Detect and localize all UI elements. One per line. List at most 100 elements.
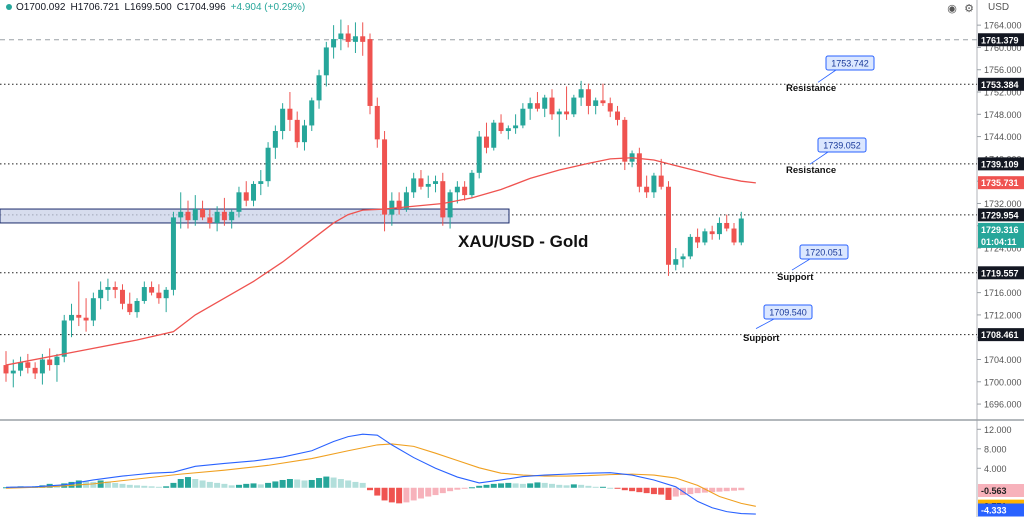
candle-body [265, 147, 271, 182]
macd-histogram-bar [519, 483, 526, 488]
level-annotation: Support [777, 272, 814, 283]
macd-histogram-bar [75, 480, 82, 488]
macd-histogram-bar [403, 487, 410, 503]
candle-body [636, 153, 642, 187]
candle [170, 211, 176, 296]
candle-body [374, 105, 380, 140]
candle [615, 105, 621, 126]
candle-body [724, 222, 730, 229]
high-value: H1706.721 [70, 2, 120, 13]
macd-histogram-bar [578, 484, 585, 488]
candle [338, 19, 344, 51]
macd-histogram-bar [359, 482, 366, 488]
candle-body [440, 181, 446, 218]
candle [185, 200, 191, 229]
candle-body [119, 289, 125, 304]
callout-pointer [791, 258, 811, 271]
macd-histogram-bar [214, 482, 221, 488]
macd-histogram-bar [672, 487, 679, 497]
candle [54, 353, 60, 382]
candle-body [411, 178, 417, 193]
candle [156, 284, 162, 304]
candle-body [622, 119, 628, 162]
candle-body [345, 33, 351, 42]
candle [644, 175, 650, 198]
macd-histogram-bar [272, 481, 279, 488]
candle [498, 114, 504, 134]
callout-pointer [809, 151, 829, 165]
candle-body [571, 97, 577, 115]
candle-body [556, 111, 562, 115]
candle [549, 89, 555, 120]
candle-body [403, 192, 409, 210]
candle [447, 189, 453, 229]
candle [462, 181, 468, 201]
candle-body [214, 211, 220, 223]
macd-histogram-bar [505, 482, 512, 488]
macd-histogram-bar [490, 483, 497, 488]
macd-histogram-bar [352, 481, 359, 488]
candle [47, 348, 53, 371]
macd-histogram-bar [534, 482, 541, 488]
price-axis-label: 01:04:11 [981, 237, 1017, 247]
candle [163, 287, 169, 313]
candle-body [585, 89, 591, 106]
macd-histogram-bar [585, 485, 592, 488]
candle-body [716, 222, 722, 235]
macd-histogram-bar [308, 479, 315, 488]
candle [593, 97, 599, 115]
candle-body [221, 211, 227, 221]
candle [695, 228, 701, 249]
level-annotation: Support [743, 333, 780, 344]
macd-histogram-bar [345, 480, 352, 488]
macd-histogram-bar [483, 484, 490, 488]
macd-histogram-bar [527, 483, 534, 488]
macd-histogram-bar [90, 481, 97, 488]
candle [505, 125, 511, 140]
level-annotation: Resistance [786, 83, 836, 94]
candle [411, 172, 417, 198]
price-axis-label-box [978, 266, 1024, 280]
price-callout-label: 1709.540 [769, 308, 807, 318]
macd-histogram-bar [279, 479, 286, 488]
gear-icon[interactable]: ⚙ [964, 3, 974, 15]
price-axis-label: 1708.461 [981, 330, 1019, 340]
macd-histogram-bar [265, 482, 272, 488]
signal-line [5, 443, 756, 507]
candle-body [200, 209, 206, 218]
candle-body [243, 192, 249, 201]
candle-body [90, 298, 96, 321]
candle-body [549, 97, 555, 115]
macd-histogram-bar [541, 482, 548, 488]
candle [702, 228, 708, 246]
macd-histogram-bar [119, 483, 126, 488]
candle [534, 92, 540, 112]
price-callout-label: 1720.051 [805, 248, 843, 258]
candle [301, 119, 307, 151]
candle [272, 125, 278, 159]
macd-histogram-bar [148, 486, 155, 488]
macd-histogram-bar [177, 479, 184, 488]
low-value: L1699.500 [124, 2, 172, 13]
candle [571, 94, 577, 118]
price-axis-label: 1729.316 [981, 225, 1019, 235]
candle-body [105, 287, 111, 290]
eye-icon[interactable]: ◉ [947, 3, 957, 15]
candle [724, 214, 730, 232]
macd-histogram-bar [738, 487, 745, 491]
macd-histogram-bar [250, 483, 257, 488]
candle-body [520, 108, 526, 126]
candle [331, 25, 337, 59]
candle-body [18, 362, 24, 371]
candle [309, 97, 315, 132]
price-axis-label-box [978, 328, 1024, 342]
candle-body [425, 183, 431, 187]
candle [214, 206, 220, 232]
candle [665, 181, 671, 276]
candle-body [476, 136, 482, 173]
macd-histogram-bar [170, 482, 177, 488]
macd-histogram-bar [731, 487, 737, 491]
candle [520, 103, 526, 129]
